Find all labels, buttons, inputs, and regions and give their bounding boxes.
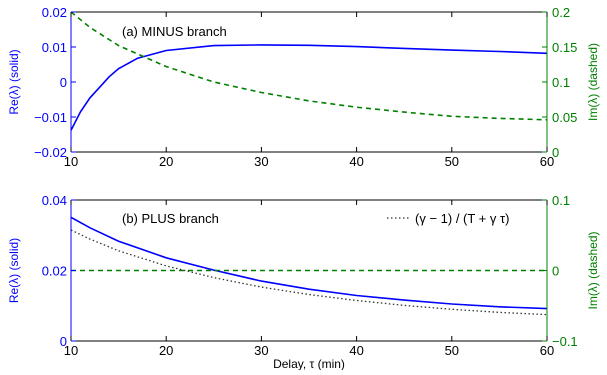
panel-b-x-tick-label: 50	[445, 343, 459, 358]
panel-b-y-left-tick-label: 0.02	[42, 264, 67, 279]
panel-a-x-tick-label: 40	[349, 154, 363, 169]
panel-b-y-right-tick-label: 0	[552, 264, 559, 279]
panel-b-annotation: (b) PLUS branch	[122, 211, 219, 226]
panel-a-x-tick-label: 50	[445, 154, 459, 169]
panel-b-xlabel: Delay, τ (min)	[273, 357, 345, 370]
panel-b-series-0-line	[71, 217, 547, 308]
panel-a-y-left-tick-label: −0.02	[34, 145, 67, 160]
panel-b-y-left-tick-label: 0	[60, 334, 67, 349]
panel-b-series-2-line	[71, 230, 547, 315]
panel-a-y-right-tick-label: 0.05	[552, 110, 577, 125]
panel-a-x-tick-label: 30	[254, 154, 268, 169]
panel-a-annotation: (a) MINUS branch	[122, 24, 227, 39]
panel-b-ylabel-right: Im(λ) (dashed)	[586, 231, 600, 309]
panel-b-ylabel-left: Re(λ) (solid)	[7, 238, 21, 303]
panel-b-x-tick-label: 30	[254, 343, 268, 358]
panel-a-y-right-tick-label: 0	[552, 145, 559, 160]
panel-a-y-left-tick-label: 0.01	[42, 40, 67, 55]
panel-b-x-tick-label: 20	[159, 343, 173, 358]
panel-b-x-tick-label: 40	[349, 343, 363, 358]
panel-a-x-tick-label: 20	[159, 154, 173, 169]
panel-b-y-right-tick-label: 0.1	[552, 193, 570, 208]
panel-a-y-left-tick-label: 0	[60, 75, 67, 90]
panel-a-ylabel-left: Re(λ) (solid)	[7, 49, 21, 114]
panel-a-y-right-tick-label: 0.1	[552, 75, 570, 90]
panel-b-y-right-tick-label: −0.1	[552, 334, 578, 349]
panel-b-y-left-tick-label: 0.04	[42, 193, 67, 208]
panel-b-legend-label: (γ − 1) / (T + γ τ)	[415, 211, 509, 226]
panel-a-y-right-tick-label: 0.2	[552, 5, 570, 20]
panel-a-y-left-tick-label: −0.01	[34, 110, 67, 125]
panel-a-ylabel-right: Im(λ) (dashed)	[586, 43, 600, 121]
panel-a-y-right-tick-label: 0.15	[552, 40, 577, 55]
panel-a-y-left-tick-label: 0.02	[42, 5, 67, 20]
